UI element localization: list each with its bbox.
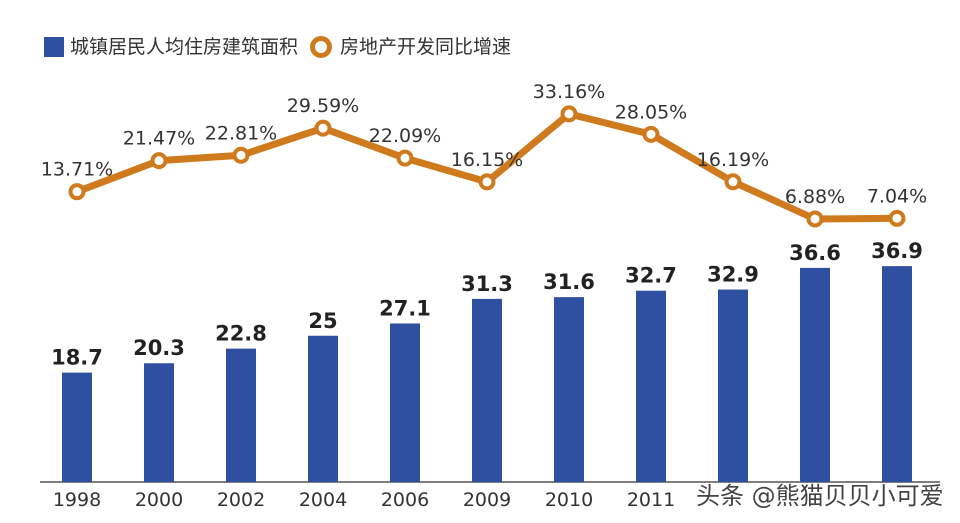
line-data-label: 16.15% bbox=[451, 149, 523, 171]
bar-data-label: 36.9 bbox=[871, 239, 923, 263]
line-data-label: 28.05% bbox=[615, 101, 687, 123]
legend-line-label: 房地产开发同比增速 bbox=[340, 36, 512, 58]
bar bbox=[144, 363, 174, 482]
bar bbox=[636, 290, 666, 482]
line-data-label: 33.16% bbox=[533, 81, 605, 103]
watermark: 头条 @熊猫贝贝小可爱 bbox=[696, 482, 944, 510]
bar-data-label: 22.8 bbox=[215, 322, 267, 346]
x-tick-label: 2000 bbox=[135, 489, 183, 511]
bar bbox=[226, 348, 256, 482]
line-data-label: 22.09% bbox=[369, 125, 441, 147]
line-point bbox=[478, 173, 496, 191]
bar-data-label: 32.9 bbox=[707, 263, 759, 287]
x-tick-label: 2010 bbox=[545, 489, 593, 511]
line-data-label: 13.71% bbox=[41, 159, 113, 181]
bar bbox=[62, 372, 92, 482]
line-data-label: 21.47% bbox=[123, 128, 195, 150]
line-point bbox=[150, 152, 168, 170]
x-tick-label: 2009 bbox=[463, 489, 511, 511]
bar bbox=[472, 298, 502, 482]
line-data-label: 6.88% bbox=[785, 186, 845, 208]
bar-data-label: 18.7 bbox=[51, 346, 103, 370]
line-point bbox=[888, 209, 906, 227]
x-tick-label: 2011 bbox=[627, 489, 675, 511]
line-data-label: 7.04% bbox=[867, 185, 927, 207]
x-tick-label: 2002 bbox=[217, 489, 265, 511]
line-data-label: 29.59% bbox=[287, 95, 359, 117]
bar-data-label: 20.3 bbox=[133, 336, 185, 360]
line-point bbox=[724, 173, 742, 191]
bar-data-label: 36.6 bbox=[789, 241, 841, 265]
bar bbox=[800, 267, 830, 482]
line-point bbox=[642, 125, 660, 143]
x-tick-label: 1998 bbox=[53, 489, 101, 511]
bar-data-label: 31.6 bbox=[543, 270, 595, 294]
bar bbox=[718, 289, 748, 482]
line-point bbox=[396, 149, 414, 167]
bar-data-label: 27.1 bbox=[379, 296, 431, 320]
legend: 城镇居民人均住房建筑面积 房地产开发同比增速 bbox=[44, 36, 511, 58]
bar bbox=[882, 266, 912, 482]
line-point bbox=[68, 183, 86, 201]
bar bbox=[390, 323, 420, 482]
bar bbox=[554, 297, 584, 482]
legend-line-swatch bbox=[310, 36, 333, 58]
legend-bar-swatch bbox=[44, 37, 64, 57]
bar-data-label: 31.3 bbox=[461, 272, 513, 296]
line-point bbox=[314, 119, 332, 137]
line-data-label: 22.81% bbox=[205, 122, 277, 144]
x-tick-label: 2006 bbox=[381, 489, 429, 511]
bar-data-label: 32.7 bbox=[625, 264, 677, 288]
line-point bbox=[232, 146, 250, 164]
line-point bbox=[806, 210, 824, 228]
bar bbox=[308, 335, 338, 482]
legend-bar-label: 城镇居民人均住房建筑面积 bbox=[70, 36, 299, 58]
line-point bbox=[560, 105, 578, 123]
line-data-label: 16.19% bbox=[697, 149, 769, 171]
bar-data-label: 25 bbox=[308, 309, 337, 333]
x-tick-label: 2004 bbox=[299, 489, 347, 511]
